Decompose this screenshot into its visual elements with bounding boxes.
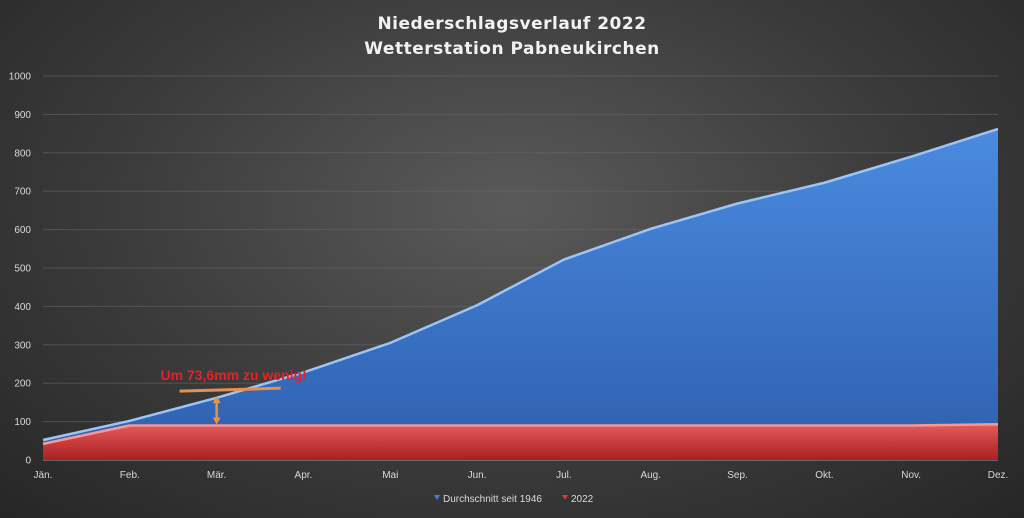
annotation-marker-line	[179, 386, 281, 393]
y-tick-label-200: 200	[14, 379, 31, 390]
x-tick-label-11: Dez.	[988, 470, 1009, 481]
y-tick-label-400: 400	[14, 302, 31, 313]
x-tick-label-9: Okt.	[815, 470, 833, 481]
annotation-arrowhead-down	[212, 417, 221, 425]
y-tick-label-1000: 1000	[9, 72, 32, 83]
y-axis-ticks: 0 100 200 300 400 500 600 700 800 900 1000	[9, 72, 32, 467]
x-tick-label-1: Feb.	[120, 470, 140, 481]
chart-subtitle: Wetterstation Pabneukirchen	[364, 39, 659, 59]
y-tick-label-100: 100	[14, 417, 31, 428]
series-line-1	[42, 423, 999, 446]
y-tick-label-700: 700	[14, 187, 31, 198]
y-tick-label-800: 800	[14, 148, 31, 159]
y-tick-label-0: 0	[25, 456, 31, 467]
annotation: Um 73,6mm zu wenig!	[161, 367, 307, 425]
legend-marker-durchschnitt	[434, 495, 440, 500]
x-tick-label-5: Jun.	[468, 470, 487, 481]
series-area-1	[43, 424, 998, 460]
y-tick-label-900: 900	[14, 110, 31, 121]
y-tick-label-500: 500	[14, 264, 31, 275]
x-tick-label-8: Sep.	[727, 470, 748, 481]
x-tick-label-0: Jän.	[34, 470, 53, 481]
legend: Durchschnitt seit 1946 2022	[434, 494, 594, 505]
legend-marker-2022	[562, 495, 568, 500]
y-tick-label-600: 600	[14, 225, 31, 236]
chart-title: Niederschlagsverlauf 2022	[377, 14, 646, 34]
series-line-0	[42, 127, 999, 442]
annotation-arrowhead-up	[212, 396, 221, 404]
x-tick-label-4: Mai	[382, 470, 398, 481]
x-tick-label-7: Aug.	[640, 470, 661, 481]
annotation-text: Um 73,6mm zu wenig!	[161, 367, 307, 383]
series-area-0	[43, 128, 998, 460]
x-tick-label-6: Jul.	[556, 470, 572, 481]
legend-label-durchschnitt: Durchschnitt seit 1946	[443, 494, 542, 505]
series-areas	[42, 127, 999, 460]
legend-label-2022: 2022	[571, 494, 594, 505]
y-tick-label-300: 300	[14, 340, 31, 351]
x-tick-label-10: Nov.	[901, 470, 921, 481]
x-axis-ticks: Jän. Feb. Mär. Apr. Mai Jun. Jul. Aug. Sep. Okt. N…	[34, 470, 1009, 481]
x-tick-label-3: Apr.	[295, 470, 313, 481]
x-tick-label-2: Mär.	[207, 470, 226, 481]
